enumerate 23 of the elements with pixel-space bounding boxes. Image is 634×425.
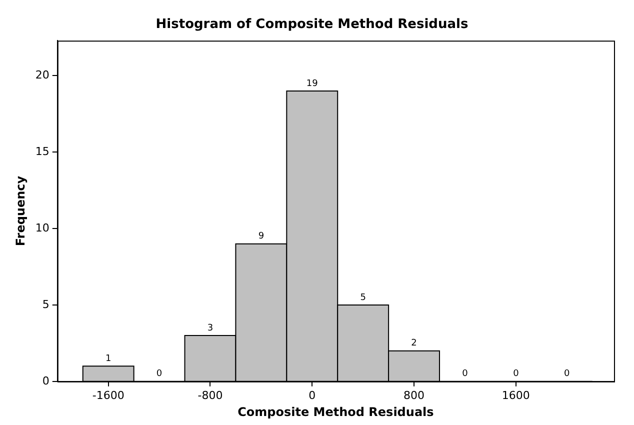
data-label: 0 <box>564 369 570 380</box>
x-tick-label: 1600 <box>502 388 530 402</box>
y-tick-label: 0 <box>42 374 50 388</box>
y-tick-label: 5 <box>42 298 50 311</box>
data-label: 0 <box>156 369 162 380</box>
y-tick-label: 10 <box>35 221 50 234</box>
x-tick-label: -800 <box>198 388 223 402</box>
x-axis-title: Composite Method Residuals <box>238 404 434 419</box>
y-tick-label: 15 <box>35 145 50 158</box>
data-label: 19 <box>306 78 318 89</box>
data-label: 5 <box>360 292 366 303</box>
data-label: 9 <box>258 232 264 242</box>
x-tick-label: 800 <box>404 388 425 402</box>
data-label: 0 <box>513 369 520 380</box>
x-tick-label: -1600 <box>92 388 124 402</box>
data-label: 1 <box>105 354 112 364</box>
chart-title: Histogram of Composite Method Residuals <box>156 17 468 32</box>
data-label: 3 <box>207 323 214 334</box>
y-tick-label: 20 <box>35 68 50 82</box>
x-tick-label: 0 <box>308 388 316 402</box>
data-label: 0 <box>462 369 468 380</box>
data-label: 2 <box>411 338 417 349</box>
y-axis-title: Frequency <box>13 176 28 246</box>
